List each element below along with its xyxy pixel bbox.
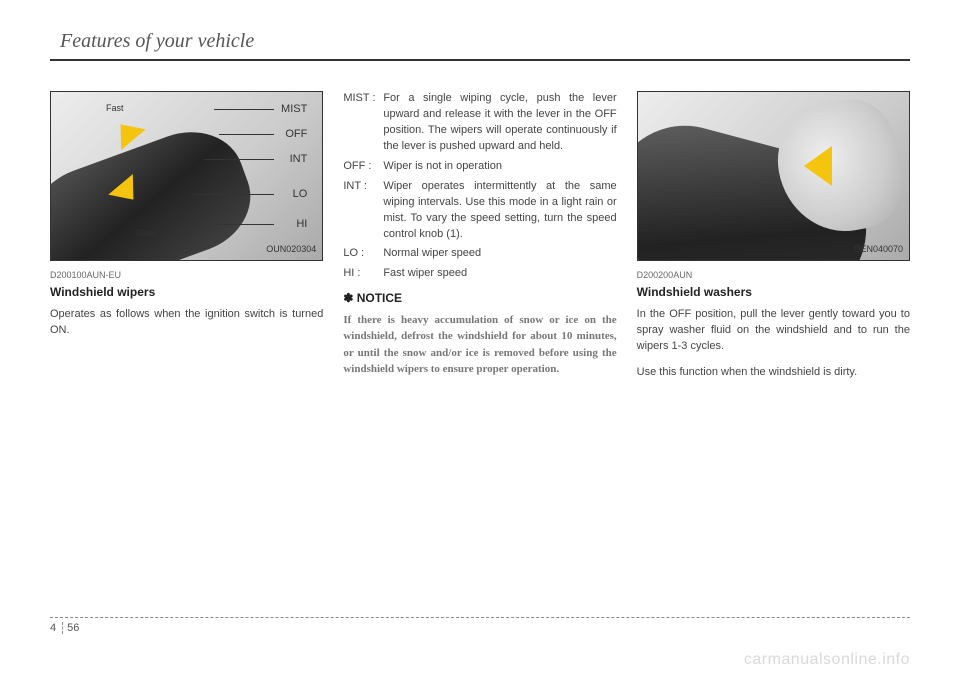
column-3: OEN040070 D200200AUN Windshield washers … — [637, 91, 910, 391]
definition-desc: Fast wiper speed — [383, 266, 616, 282]
definition-term: LO : — [343, 246, 383, 262]
definition-desc: Wiper is not in operation — [383, 159, 616, 175]
figure-washer-pull: OEN040070 — [637, 91, 910, 261]
leader-line — [194, 194, 274, 195]
section-title-washers: Windshield washers — [637, 284, 910, 301]
leader-line — [219, 134, 274, 135]
definition-mist: MIST : For a single wiping cycle, push t… — [343, 91, 616, 155]
definition-term: HI : — [343, 266, 383, 282]
page-footer: 4 56 — [50, 617, 910, 634]
definition-desc: Wiper operates intermittently at the sam… — [383, 179, 616, 243]
figure-label-fast: Fast — [106, 102, 124, 115]
arrow-up-icon — [108, 114, 145, 150]
page-header: Features of your vehicle — [50, 30, 910, 61]
definition-term: OFF : — [343, 159, 383, 175]
definition-desc: For a single wiping cycle, push the leve… — [383, 91, 616, 155]
section-code: D200100AUN-EU — [50, 269, 323, 282]
definition-hi: HI : Fast wiper speed — [343, 266, 616, 282]
notice-label: NOTICE — [343, 290, 616, 307]
figure-id: OEN040070 — [853, 243, 903, 256]
figure-id: OUN020304 — [266, 243, 316, 256]
column-2: MIST : For a single wiping cycle, push t… — [343, 91, 616, 391]
figure-label-slow: Slow — [136, 227, 156, 240]
definition-desc: Normal wiper speed — [383, 246, 616, 262]
figure-label-off: OFF — [285, 127, 307, 143]
definition-term: MIST : — [343, 91, 383, 155]
arrow-pull-icon — [804, 146, 832, 186]
figure-wiper-stalk: Fast Slow MIST OFF INT LO HI OUN020304 — [50, 91, 323, 261]
leader-line — [214, 109, 274, 110]
column-1: Fast Slow MIST OFF INT LO HI OUN020304 D… — [50, 91, 323, 391]
body-text: Use this function when the windshield is… — [637, 365, 910, 381]
leader-line — [214, 224, 274, 225]
section-code: D200200AUN — [637, 269, 910, 282]
watermark: carmanualsonline.info — [744, 651, 910, 669]
page-number: 56 — [67, 622, 79, 634]
notice-text: If there is heavy accumulation of snow o… — [343, 312, 616, 378]
chapter-number: 4 — [50, 622, 63, 634]
wiper-stalk-graphic — [50, 116, 265, 261]
definition-lo: LO : Normal wiper speed — [343, 246, 616, 262]
body-text: In the OFF position, pull the lever gent… — [637, 307, 910, 355]
section-title-wipers: Windshield wipers — [50, 284, 323, 301]
definition-off: OFF : Wiper is not in operation — [343, 159, 616, 175]
definition-int: INT : Wiper operates intermittently at t… — [343, 179, 616, 243]
figure-label-hi: HI — [296, 217, 307, 233]
leader-line — [204, 159, 274, 160]
figure-label-int: INT — [290, 152, 308, 168]
definition-term: INT : — [343, 179, 383, 243]
figure-label-lo: LO — [293, 187, 308, 203]
figure-label-mist: MIST — [281, 102, 307, 118]
content-columns: Fast Slow MIST OFF INT LO HI OUN020304 D… — [50, 91, 910, 391]
body-text: Operates as follows when the ignition sw… — [50, 307, 323, 339]
